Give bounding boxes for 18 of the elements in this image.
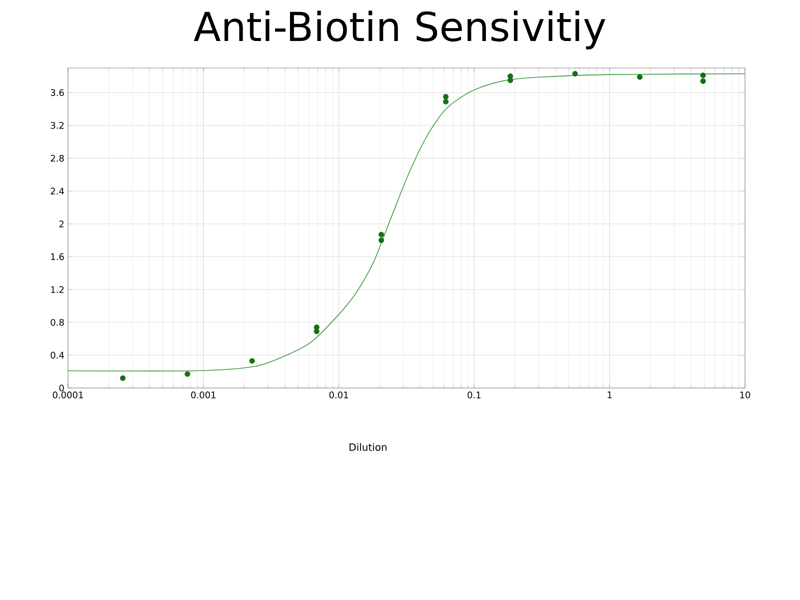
x-tick-label: 10	[740, 392, 750, 398]
y-tick-label: 1.6	[51, 253, 64, 260]
x-tick-label: 0.0001	[52, 392, 83, 398]
y-tick-label: 2.8	[50, 154, 64, 162]
y-tick-label: 3.2	[50, 122, 64, 129]
x-tick-label: 0.1	[468, 392, 481, 398]
y-tick-label: 1.2	[51, 286, 64, 293]
y-tick-label: 3.6	[50, 89, 64, 96]
y-tick-label: 0.4	[50, 352, 64, 359]
y-tick-label: 2	[59, 220, 64, 228]
x-tick-label: 1	[608, 392, 612, 398]
x-tick-label: 0.001	[191, 392, 216, 398]
x-tick-label: 0.01	[329, 392, 348, 398]
y-tick-label: 0.8	[50, 318, 64, 326]
chart-title: Anti-Biotin Sensivitiy	[194, 10, 606, 50]
y-tick-label: 2.4	[50, 188, 64, 194]
y-tick-label: 0	[59, 384, 64, 392]
x-axis-title: Dilution	[350, 443, 387, 451]
